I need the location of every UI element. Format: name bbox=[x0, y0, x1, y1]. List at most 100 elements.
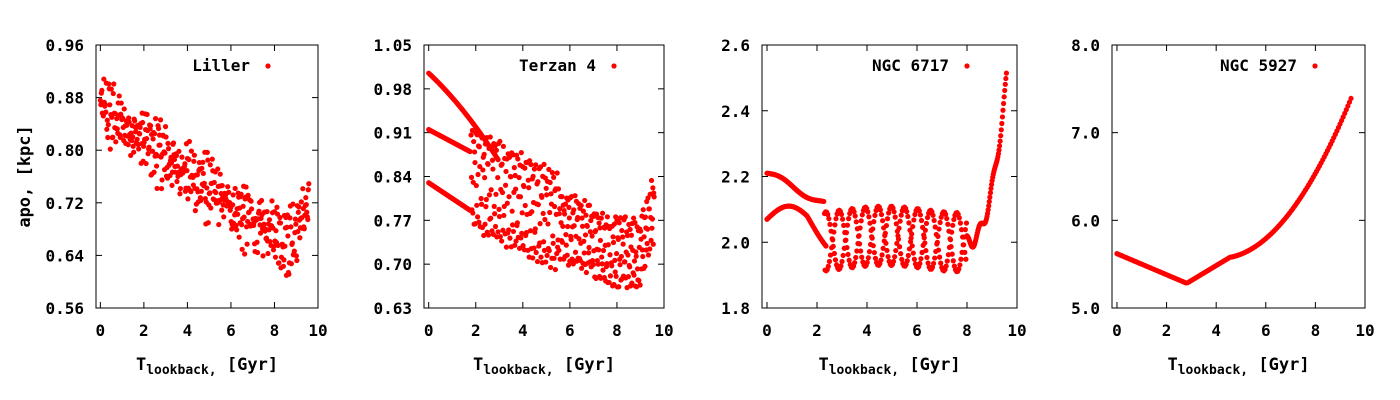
data-point bbox=[592, 228, 599, 234]
data-point bbox=[945, 221, 951, 227]
data-point bbox=[825, 211, 831, 218]
data-point bbox=[620, 241, 626, 247]
data-point bbox=[496, 213, 503, 220]
data-point bbox=[934, 239, 941, 245]
data-point bbox=[298, 199, 304, 205]
data-point bbox=[895, 236, 902, 242]
x-tick-label: 2 bbox=[471, 321, 481, 340]
data-point bbox=[191, 152, 197, 158]
data-point bbox=[132, 118, 138, 124]
data-point bbox=[859, 254, 865, 260]
data-point bbox=[821, 198, 827, 205]
data-point bbox=[616, 284, 622, 290]
data-point bbox=[563, 242, 569, 248]
data-point bbox=[571, 207, 577, 213]
data-point bbox=[846, 257, 852, 263]
data-point bbox=[917, 260, 923, 267]
data-point bbox=[555, 186, 562, 192]
data-point bbox=[243, 184, 249, 190]
data-point bbox=[102, 101, 108, 108]
data-point bbox=[489, 157, 496, 163]
chart-panel-4: 0 2 4 6 8 10 5.0 6.0 7.0 8.0 NGC 5927 Tlookback, [G… bbox=[1071, 36, 1375, 378]
data-point bbox=[1348, 95, 1354, 102]
data-point bbox=[878, 257, 884, 263]
chart-panel-2: 0 2 4 6 8 10 0.63 0.70 0.77 0.84 0.91 0.98 1.05 Terza… bbox=[373, 36, 673, 378]
y-tick-label: 5.0 bbox=[1071, 299, 1100, 318]
data-point bbox=[545, 221, 551, 227]
data-point bbox=[956, 215, 962, 221]
data-point bbox=[499, 189, 506, 196]
y-tick-label: 0.72 bbox=[45, 194, 84, 213]
data-point bbox=[516, 245, 523, 251]
data-point bbox=[225, 184, 231, 190]
data-point bbox=[503, 244, 510, 250]
x-tick-label: 0 bbox=[424, 321, 434, 340]
data-point bbox=[910, 250, 916, 256]
data-point bbox=[512, 172, 518, 179]
x-tick-label: 2 bbox=[139, 321, 149, 340]
data-point bbox=[137, 131, 143, 137]
data-point bbox=[305, 216, 311, 223]
data-point bbox=[534, 258, 541, 265]
y-tick-label: 2.0 bbox=[721, 233, 750, 252]
data-point bbox=[932, 255, 938, 261]
data-point bbox=[265, 250, 271, 257]
data-point bbox=[598, 215, 604, 221]
data-point bbox=[921, 235, 927, 241]
x-tick-label: 8 bbox=[612, 321, 622, 340]
data-point bbox=[832, 257, 839, 263]
data-point bbox=[622, 259, 628, 265]
data-point bbox=[583, 212, 589, 218]
data-point bbox=[512, 242, 518, 248]
data-point bbox=[883, 222, 890, 229]
data-point bbox=[830, 237, 836, 243]
data-point bbox=[533, 249, 539, 256]
data-point bbox=[1003, 75, 1009, 82]
data-point bbox=[853, 254, 859, 261]
data-point bbox=[872, 255, 879, 261]
data-point bbox=[997, 138, 1003, 144]
data-point bbox=[898, 251, 904, 257]
data-point bbox=[869, 235, 875, 241]
data-point bbox=[205, 220, 211, 226]
data-point bbox=[496, 206, 502, 212]
data-point bbox=[625, 274, 631, 280]
data-point bbox=[194, 172, 200, 178]
data-point bbox=[501, 212, 507, 219]
data-point bbox=[899, 256, 905, 262]
data-point bbox=[155, 125, 162, 132]
data-point bbox=[865, 209, 871, 215]
data-point bbox=[116, 93, 122, 99]
data-point bbox=[884, 247, 890, 254]
data-point bbox=[476, 144, 482, 150]
data-point bbox=[885, 253, 891, 260]
legend-label: NGC 5927 bbox=[1220, 56, 1297, 75]
data-point bbox=[137, 124, 143, 131]
data-point bbox=[305, 187, 311, 193]
data-point bbox=[233, 222, 239, 229]
data-point bbox=[879, 218, 886, 224]
data-point bbox=[492, 211, 498, 217]
data-point bbox=[893, 247, 899, 254]
data-point bbox=[535, 179, 541, 185]
data-point bbox=[917, 212, 924, 218]
data-point bbox=[475, 214, 481, 220]
data-point bbox=[103, 109, 109, 115]
data-point bbox=[644, 240, 650, 247]
data-point bbox=[517, 194, 524, 200]
data-point bbox=[170, 140, 177, 146]
data-point bbox=[911, 217, 917, 223]
data-point bbox=[258, 197, 265, 204]
x-tick-label: 4 bbox=[518, 321, 528, 340]
x-tick-label: 4 bbox=[1211, 321, 1221, 340]
data-point bbox=[487, 134, 493, 140]
data-point bbox=[596, 220, 602, 226]
data-point bbox=[985, 207, 991, 213]
data-point bbox=[485, 161, 491, 167]
data-point bbox=[844, 222, 851, 228]
data-point bbox=[909, 243, 915, 249]
data-point bbox=[646, 206, 652, 212]
data-point bbox=[235, 211, 241, 217]
legend-marker bbox=[611, 63, 617, 69]
data-point bbox=[612, 257, 618, 263]
